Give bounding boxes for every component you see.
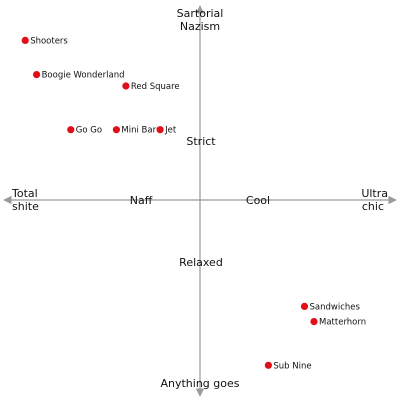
data-label-red-square: Red Square	[131, 82, 180, 92]
data-label-shooters: Shooters	[30, 36, 68, 46]
data-point-mini-bar	[112, 126, 120, 134]
quadrant-label-lower: Relaxed	[179, 256, 223, 269]
data-label-sandwiches: Sandwiches	[310, 302, 361, 312]
quadrant-label-left: Naff	[130, 194, 153, 207]
data-point-go-go	[67, 126, 75, 134]
data-point-shooters	[21, 36, 29, 45]
left-axis-label-line2: shite	[12, 200, 39, 213]
data-label-sub-nine: Sub Nine	[273, 361, 311, 371]
data-points: Shooters Boogie Wonderland Red Square Go Go…	[21, 36, 366, 371]
data-point-sandwiches	[300, 302, 309, 310]
data-point-boogie-wonderland	[33, 71, 41, 79]
data-point-sub-nine	[264, 361, 272, 369]
data-label-mini-bar: Mini Bar	[121, 126, 156, 136]
top-axis-label-line1: Sartorial	[177, 7, 224, 20]
data-label-jet: Jet	[164, 126, 177, 136]
right-axis-label-line2: chic	[362, 200, 384, 213]
data-label-go-go: Go Go	[76, 126, 102, 136]
data-point-matterhorn	[310, 318, 318, 326]
quadrant-label-right: Cool	[246, 194, 270, 207]
top-axis-label-line2: Nazism	[180, 20, 220, 33]
data-point-jet	[156, 126, 164, 134]
data-label-boogie-wonderland: Boogie Wonderland	[42, 71, 125, 81]
data-point-red-square	[122, 82, 130, 90]
quadrant-label-upper: Strict	[186, 135, 216, 148]
bottom-axis-label: Anything goes	[160, 377, 239, 390]
data-label-matterhorn: Matterhorn	[319, 318, 366, 328]
left-axis-label-line1: Total	[11, 187, 38, 200]
right-axis-label-line1: Ultra	[361, 187, 388, 200]
